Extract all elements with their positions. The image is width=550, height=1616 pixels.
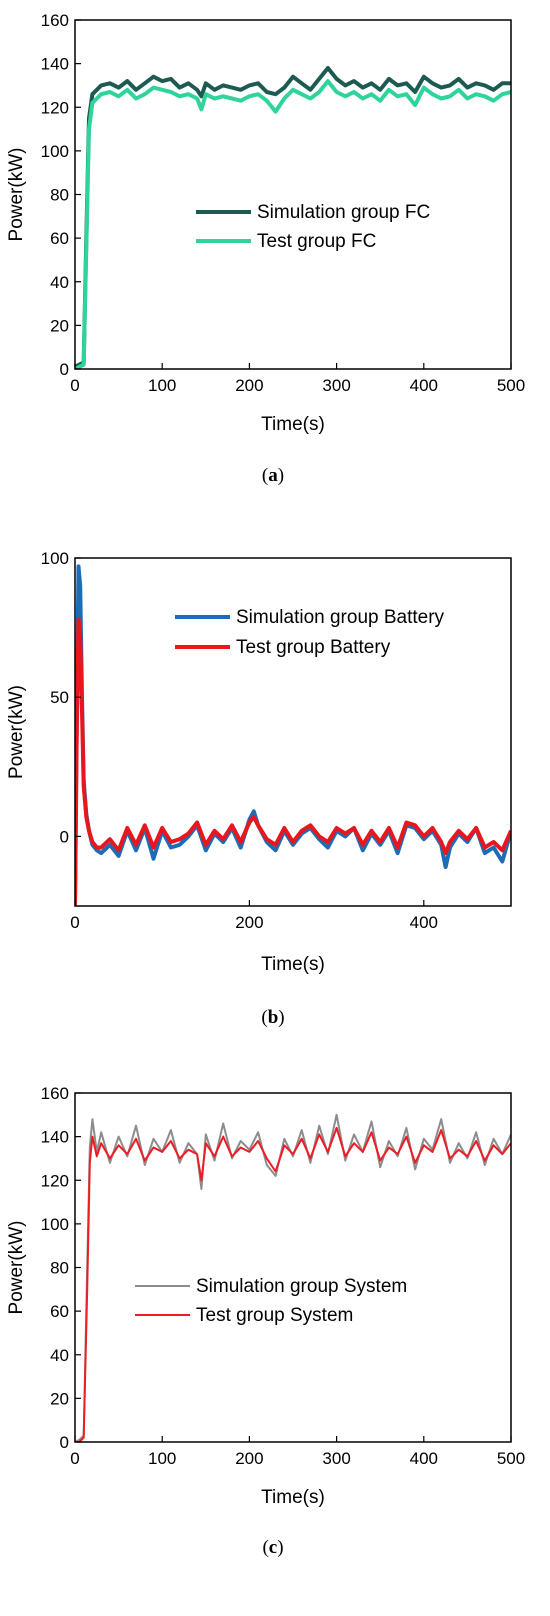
x-tick-label: 500	[497, 1449, 525, 1468]
x-tick-label: 100	[148, 1449, 176, 1468]
x-tick-label: 300	[322, 1449, 350, 1468]
x-tick-label: 200	[235, 913, 263, 932]
legend-label: Test group FC	[257, 231, 376, 252]
chart-panel-b: 0 200 400 0 50 100 Time(s) Power(kW) Simulation …	[6, 549, 512, 1028]
x-tick-label: 400	[410, 1449, 438, 1468]
y-tick-label: 20	[50, 1389, 69, 1408]
series-line-1	[75, 1113, 511, 1442]
x-tick-label: 200	[235, 376, 263, 395]
y-tick-label: 120	[41, 1171, 69, 1190]
x-axis-label: Time(s)	[261, 414, 325, 435]
series-line-2	[75, 79, 511, 369]
plot-frame	[74, 19, 512, 370]
y-tick-label: 100	[41, 549, 69, 568]
y-tick-label: 80	[50, 186, 69, 205]
y-tick-label: 0	[60, 1433, 69, 1452]
y-tick-label: 40	[50, 1346, 69, 1365]
y-tick-label: 140	[41, 1128, 69, 1147]
y-tick-label: 60	[50, 1302, 69, 1321]
legend: Simulation group System Test group System	[135, 1276, 407, 1326]
y-axis-label: Power(kW)	[6, 148, 27, 242]
chart-panel-a: 0 100 200 300 400 500 0 20 40 60 80 100 120 140 160 Tim…	[6, 11, 525, 486]
x-tick-label: 400	[410, 376, 438, 395]
x-tick-label: 200	[235, 1449, 263, 1468]
y-tick-label: 0	[60, 360, 69, 379]
y-tick-label: 120	[41, 98, 69, 117]
y-tick-label: 100	[41, 142, 69, 161]
x-tick-label: 500	[497, 376, 525, 395]
x-axis-label: Time(s)	[261, 954, 325, 975]
legend: Simulation group FC Test group FC	[196, 202, 430, 252]
y-tick-label: 160	[41, 11, 69, 30]
x-tick-label: 0	[70, 376, 79, 395]
series-line-2	[75, 617, 511, 906]
y-tick-label: 50	[50, 688, 69, 707]
y-tick-label: 100	[41, 1215, 69, 1234]
x-tick-label: 300	[322, 376, 350, 395]
y-tick-label: 40	[50, 273, 69, 292]
legend: Simulation group Battery Test group Batte…	[175, 607, 445, 658]
panel-caption: (a)	[262, 465, 284, 486]
plot-frame	[74, 557, 512, 907]
legend-label: Simulation group FC	[257, 202, 430, 223]
y-tick-label: 20	[50, 316, 69, 335]
series-line-1	[75, 66, 511, 369]
series-line-2	[75, 1126, 511, 1442]
legend-label: Simulation group System	[196, 1276, 407, 1297]
y-tick-label: 0	[60, 827, 69, 846]
legend-label: Test group Battery	[236, 637, 391, 658]
y-tick-label: 140	[41, 55, 69, 74]
y-tick-label: 60	[50, 229, 69, 248]
y-tick-label: 80	[50, 1259, 69, 1278]
y-axis-label: Power(kW)	[6, 1221, 27, 1315]
x-tick-label: 0	[70, 1449, 79, 1468]
y-tick-label: 160	[41, 1084, 69, 1103]
legend-label: Test group System	[196, 1305, 353, 1326]
x-tick-label: 0	[70, 913, 79, 932]
chart-panel-c: 0 100 200 300 400 500 0 20 40 60 80 100 120 140 160 Tim…	[6, 1084, 525, 1558]
x-axis-label: Time(s)	[261, 1487, 325, 1508]
legend-label: Simulation group Battery	[236, 607, 445, 628]
panel-caption: (b)	[261, 1007, 284, 1028]
panel-caption: (c)	[262, 1537, 283, 1558]
y-axis-label: Power(kW)	[6, 685, 27, 779]
x-tick-label: 100	[148, 376, 176, 395]
x-tick-label: 400	[410, 913, 438, 932]
